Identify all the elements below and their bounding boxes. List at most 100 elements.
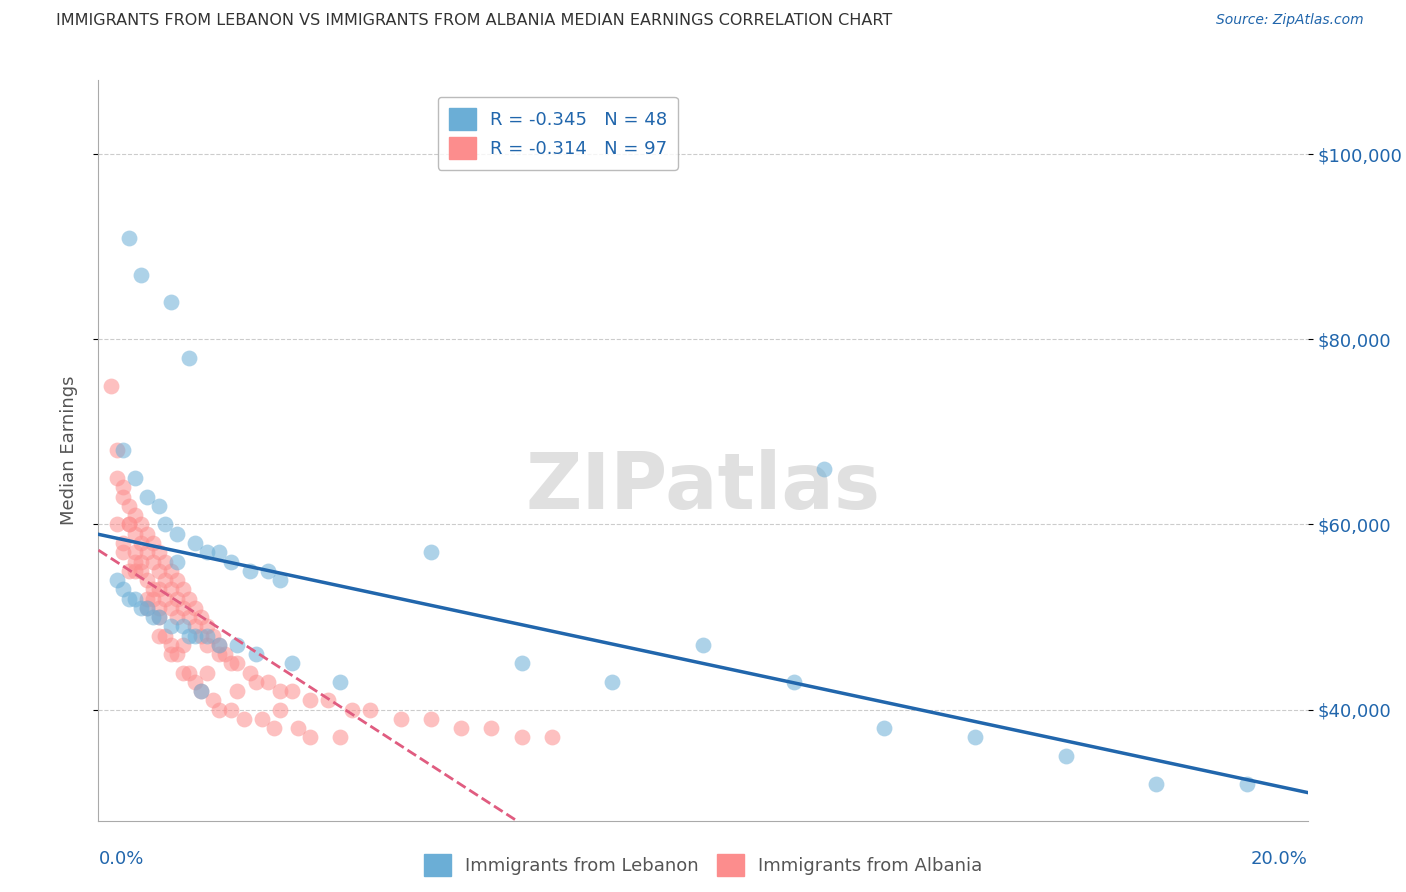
Point (965, 731, 987, 745)
Point (1236, 776, 1258, 791)
Point (105, 517, 128, 532)
Point (148, 610, 170, 624)
Point (263, 721, 285, 735)
Point (269, 573, 291, 587)
Point (269, 684, 291, 698)
Point (129, 268, 152, 282)
Point (179, 665, 201, 680)
Point (135, 526, 157, 541)
Point (184, 536, 207, 550)
Point (1054, 748, 1077, 763)
Point (287, 721, 309, 735)
Point (783, 674, 806, 689)
Point (195, 619, 218, 633)
Point (148, 564, 170, 578)
Point (118, 517, 141, 532)
Point (124, 554, 146, 569)
Point (160, 564, 183, 578)
Point (179, 591, 201, 606)
Point (389, 712, 412, 726)
Point (142, 554, 165, 569)
Point (142, 610, 165, 624)
Point (111, 582, 134, 597)
Point (195, 638, 218, 652)
Point (153, 554, 176, 569)
Point (299, 693, 322, 707)
Point (172, 582, 194, 597)
Point (172, 619, 194, 633)
Point (153, 629, 176, 643)
Point (226, 657, 249, 671)
Point (160, 295, 183, 310)
Point (166, 554, 188, 569)
Point (256, 564, 278, 578)
Point (184, 674, 207, 689)
Text: Source: ZipAtlas.com: Source: ZipAtlas.com (1216, 13, 1364, 28)
Point (360, 703, 382, 717)
Point (481, 721, 503, 735)
Point (195, 665, 218, 680)
Point (281, 657, 304, 671)
Point (148, 629, 170, 643)
Point (540, 731, 562, 745)
Point (873, 721, 896, 735)
Point (221, 554, 243, 569)
Point (148, 600, 170, 615)
Point (342, 703, 364, 717)
Point (111, 536, 134, 550)
Point (190, 684, 212, 698)
Point (190, 684, 212, 698)
Point (1146, 776, 1168, 791)
Text: IMMIGRANTS FROM LEBANON VS IMMIGRANTS FROM ALBANIA MEDIAN EARNINGS CORRELATION C: IMMIGRANTS FROM LEBANON VS IMMIGRANTS FR… (56, 13, 893, 29)
Point (221, 657, 243, 671)
Point (160, 638, 183, 652)
Point (208, 638, 231, 652)
Point (420, 712, 443, 726)
Point (245, 647, 267, 661)
Point (148, 545, 170, 559)
Point (160, 647, 183, 661)
Point (135, 490, 157, 504)
Point (172, 600, 194, 615)
Point (111, 490, 134, 504)
Point (232, 712, 254, 726)
Point (179, 629, 201, 643)
Point (148, 499, 170, 513)
Point (166, 591, 188, 606)
Point (420, 545, 443, 559)
Point (190, 629, 212, 643)
Point (166, 610, 188, 624)
Point (184, 600, 207, 615)
Point (160, 582, 183, 597)
Point (202, 629, 225, 643)
Point (299, 731, 322, 745)
Point (105, 471, 128, 485)
Point (153, 591, 176, 606)
Point (135, 573, 157, 587)
Point (510, 657, 533, 671)
Point (190, 610, 212, 624)
Point (118, 564, 141, 578)
Point (172, 638, 194, 652)
Point (124, 545, 146, 559)
Point (124, 526, 146, 541)
Point (316, 693, 339, 707)
Point (129, 554, 152, 569)
Point (129, 517, 152, 532)
Point (179, 351, 201, 365)
Point (135, 545, 157, 559)
Point (124, 471, 146, 485)
Y-axis label: Median Earnings: Median Earnings (59, 376, 77, 525)
Point (329, 674, 352, 689)
Point (250, 712, 273, 726)
Point (111, 545, 134, 559)
Point (153, 573, 176, 587)
Point (135, 591, 157, 606)
Point (135, 600, 157, 615)
Point (813, 462, 835, 476)
Point (135, 600, 157, 615)
Point (118, 591, 141, 606)
Point (179, 610, 201, 624)
Point (214, 647, 236, 661)
Point (129, 536, 152, 550)
